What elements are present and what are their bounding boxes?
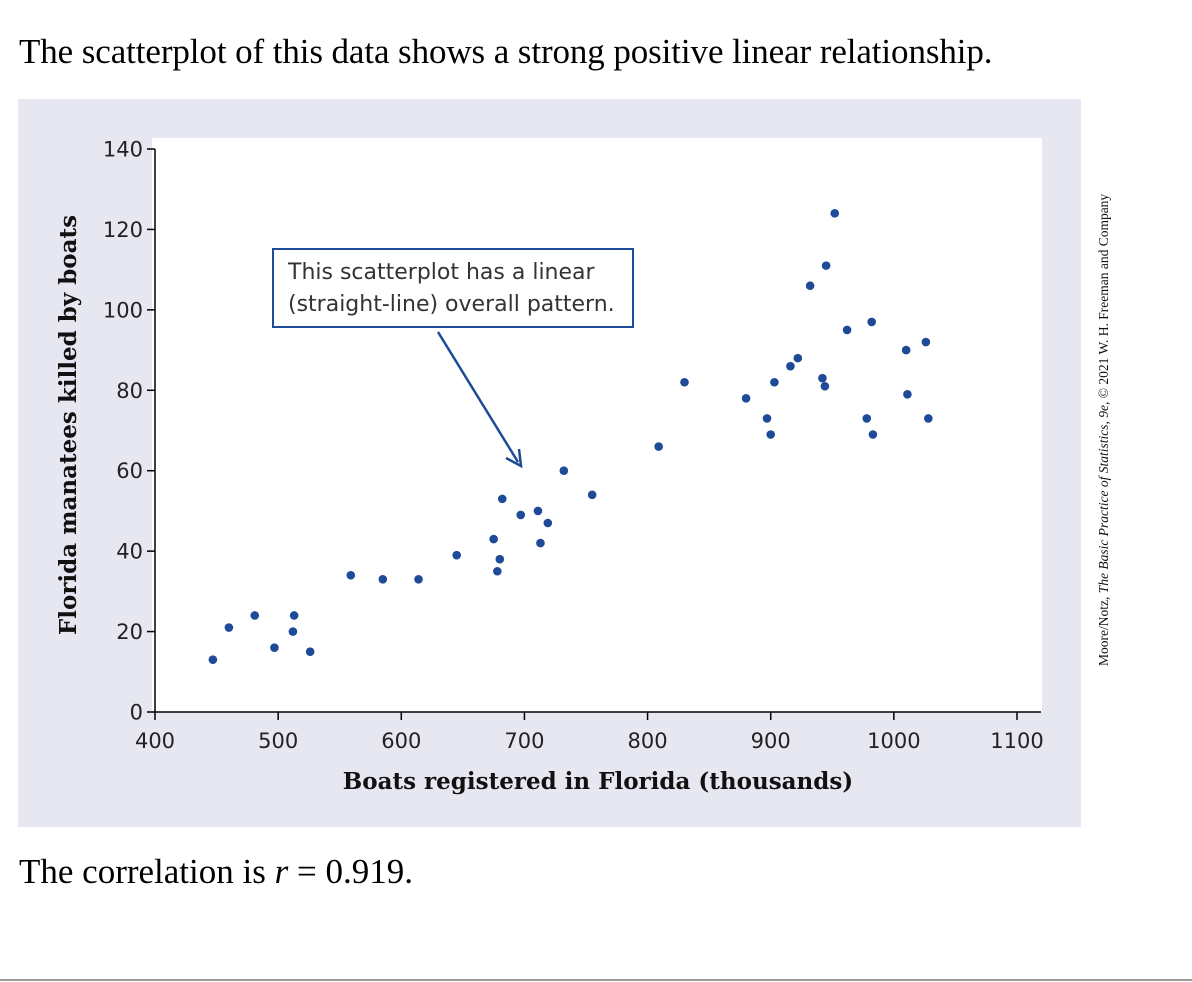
data-point xyxy=(924,414,933,423)
correlation-equals: = xyxy=(296,852,317,891)
data-point xyxy=(493,566,502,576)
data-point xyxy=(921,337,931,347)
credit-suffix: © 2021 W. H. Freeman and Company xyxy=(1096,193,1111,399)
x-tick-label: 1000 xyxy=(867,729,920,753)
data-point xyxy=(533,506,543,516)
data-point xyxy=(305,647,315,656)
data-point xyxy=(842,325,852,335)
correlation-statement: The correlation is r = 0.919. xyxy=(19,852,413,892)
y-tick-label: 0 xyxy=(130,701,143,725)
y-tick-label: 40 xyxy=(116,540,143,564)
data-point xyxy=(346,570,356,580)
data-point xyxy=(680,377,689,387)
data-point xyxy=(559,466,569,476)
credit-prefix: Moore/Notz, xyxy=(1096,596,1111,666)
x-tick-label: 900 xyxy=(751,729,791,753)
x-tick-label: 400 xyxy=(135,729,175,753)
data-points xyxy=(208,209,933,665)
bottom-divider xyxy=(0,979,1192,981)
data-point xyxy=(821,261,831,270)
data-point xyxy=(414,574,423,584)
y-tick-label: 140 xyxy=(103,138,143,162)
data-point xyxy=(741,394,751,403)
x-tick-label: 600 xyxy=(381,729,421,753)
data-point xyxy=(867,317,876,327)
annotation-line-2: (straight-line) overall pattern. xyxy=(288,292,615,317)
data-point xyxy=(868,430,878,439)
data-point xyxy=(495,554,505,564)
data-point xyxy=(805,281,815,291)
annotation-line-1: This scatterplot has a linear xyxy=(288,260,595,285)
x-tick-label: 800 xyxy=(628,729,668,753)
plot-area xyxy=(152,138,1042,712)
data-point xyxy=(766,430,776,439)
y-axis: 0 20 40 60 80 100 120 140 xyxy=(103,138,156,725)
data-point xyxy=(862,414,872,423)
data-point xyxy=(654,442,663,451)
data-point xyxy=(762,414,772,423)
x-axis-title: Boats registered in Florida (thousands) xyxy=(343,768,853,795)
x-axis: 400 500 600 700 800 900 1000 1100 xyxy=(135,711,1044,753)
data-point xyxy=(378,574,388,584)
data-point xyxy=(587,490,597,500)
correlation-value: 0.919. xyxy=(325,852,413,891)
y-axis-title: Florida manatees killed by boats xyxy=(55,215,82,635)
data-point xyxy=(793,353,803,363)
correlation-prefix: The correlation is xyxy=(19,852,266,891)
annotation-box: This scatterplot has a linear (straight-… xyxy=(272,248,634,328)
data-point xyxy=(288,627,298,636)
data-point xyxy=(786,361,795,371)
data-point xyxy=(208,655,218,665)
data-point xyxy=(820,381,830,391)
y-tick-label: 60 xyxy=(116,459,143,483)
x-tick-label: 1100 xyxy=(990,729,1043,753)
x-tick-label: 500 xyxy=(258,729,298,753)
credit-book-title: The Basic Practice of Statistics, 9e, xyxy=(1096,401,1111,594)
data-point xyxy=(818,373,827,383)
data-point xyxy=(536,538,545,548)
callout-arrowhead xyxy=(505,448,523,469)
correlation-symbol: r xyxy=(274,852,289,891)
data-point xyxy=(516,510,526,520)
data-point xyxy=(452,550,462,560)
y-tick-label: 20 xyxy=(116,620,143,644)
y-tick-label: 100 xyxy=(103,298,143,322)
y-tick-label: 120 xyxy=(103,218,143,242)
data-point xyxy=(270,643,279,652)
figure-credit: Moore/Notz, The Basic Practice of Statis… xyxy=(1096,194,1112,666)
callout-arrow xyxy=(436,331,520,463)
data-point xyxy=(497,494,507,504)
data-point xyxy=(830,209,840,218)
data-point xyxy=(489,534,498,544)
data-point xyxy=(901,345,911,355)
data-point xyxy=(289,611,299,620)
data-point xyxy=(250,611,260,620)
data-point xyxy=(543,518,553,528)
x-tick-label: 700 xyxy=(504,729,544,753)
page-heading: The scatterplot of this data shows a str… xyxy=(19,32,993,71)
data-point xyxy=(903,390,912,399)
data-point xyxy=(770,377,779,387)
y-tick-label: 80 xyxy=(116,379,143,403)
data-point xyxy=(224,623,234,632)
